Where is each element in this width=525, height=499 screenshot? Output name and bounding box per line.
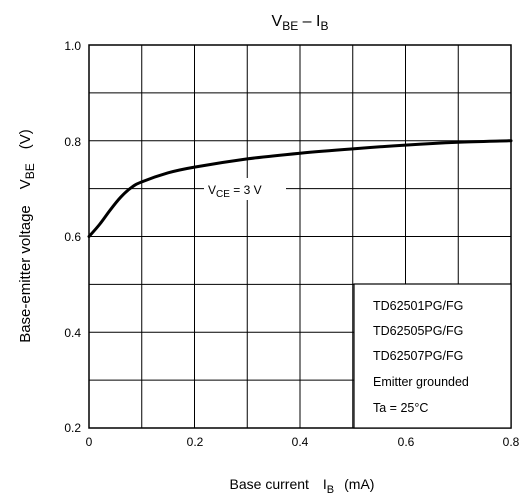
- y-axis-label-text: Base-emitter voltageVBE(V): [17, 129, 37, 343]
- y-axis-label: Base-emitter voltageVBE(V): [17, 129, 37, 343]
- x-axis-label: Base current IB (mA): [230, 476, 375, 496]
- curve-annotation-bg: [204, 178, 286, 200]
- y-tick-label: 0.4: [64, 326, 81, 340]
- legend-line: Emitter grounded: [373, 375, 469, 389]
- x-tick-label: 0: [86, 435, 93, 449]
- curve-annotation: VCE = 3 V: [204, 178, 286, 200]
- curve-annotation-text: VCE = 3 V: [208, 183, 262, 200]
- y-tick-label: 0.6: [64, 230, 81, 244]
- legend-line: TD62507PG/FG: [373, 349, 463, 363]
- x-tick-label: 0.2: [187, 435, 204, 449]
- y-tick-label: 0.8: [64, 135, 81, 149]
- legend-line: Ta = 25°C: [373, 401, 428, 415]
- x-tick-label: 0.8: [503, 435, 520, 449]
- legend-line: TD62505PG/FG: [373, 324, 463, 338]
- x-tick-label: 0.4: [292, 435, 309, 449]
- legend-box: TD62501PG/FG TD62505PG/FG TD62507PG/FG E…: [353, 283, 512, 429]
- grid: [89, 45, 511, 428]
- y-tick-label: 0.2: [64, 421, 81, 435]
- x-tick-labels: 0 0.2 0.4 0.6 0.8: [86, 435, 520, 449]
- legend-line: TD62501PG/FG: [373, 299, 463, 313]
- y-tick-labels: 0.2 0.4 0.6 0.8 1.0: [64, 39, 81, 435]
- chart-title: VBE – IB: [272, 13, 329, 33]
- legend-box-frame: [353, 283, 512, 429]
- x-tick-label: 0.6: [398, 435, 415, 449]
- chart-title-text: VBE – IB: [272, 13, 329, 33]
- x-axis-label-text: Base current IB (mA): [230, 476, 375, 496]
- y-tick-label: 1.0: [64, 39, 81, 53]
- series-line: [87, 139, 513, 238]
